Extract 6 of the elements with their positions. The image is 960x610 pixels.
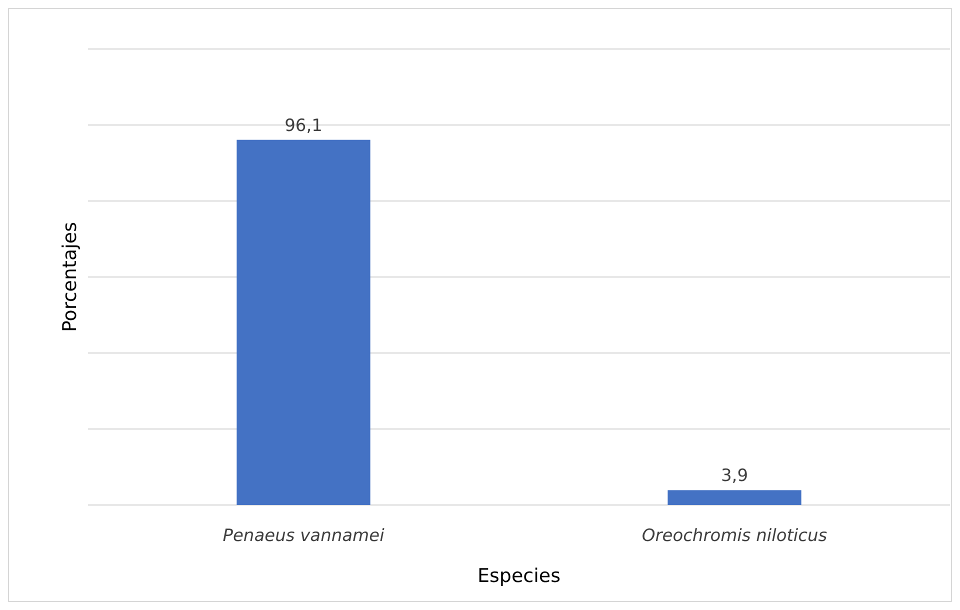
data-label: 3,9 bbox=[720, 466, 748, 486]
x-axis-title: Especies bbox=[478, 565, 560, 587]
y-axis-title: Porcentajes bbox=[59, 222, 81, 332]
data-label: 96,1 bbox=[284, 116, 322, 136]
x-tick-label: Penaeus vannamei bbox=[222, 526, 385, 546]
x-tick-label: Oreochromis niloticus bbox=[642, 526, 828, 546]
